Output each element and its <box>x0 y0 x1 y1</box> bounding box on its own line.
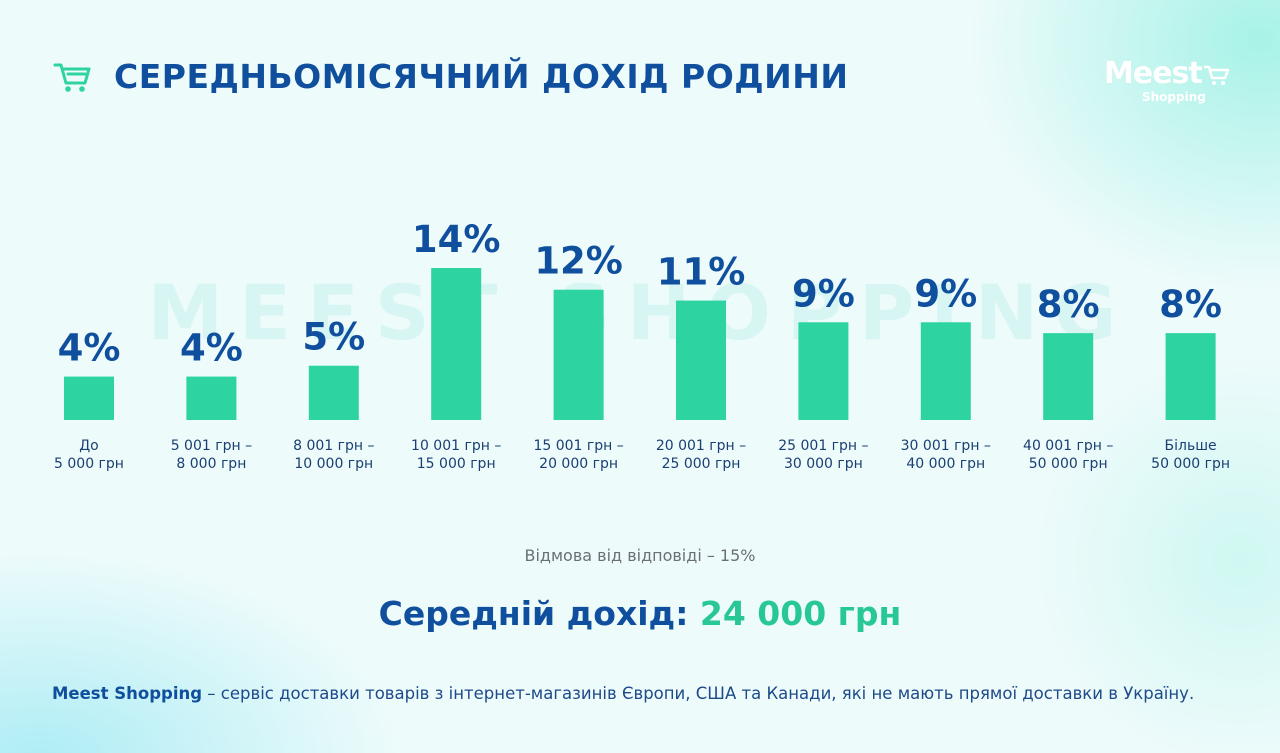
value-label-6: 9% <box>792 272 855 315</box>
value-label-9: 8% <box>1159 283 1222 326</box>
shopping-cart-icon <box>53 63 91 92</box>
bar-1 <box>186 376 237 420</box>
value-label-8: 8% <box>1037 283 1100 326</box>
value-label-2: 5% <box>302 316 365 359</box>
average-income-value: 24 000 грн <box>699 594 902 633</box>
footer-note: Meest Shopping – сервіс доставки товарів… <box>52 684 1252 703</box>
bar-9 <box>1165 333 1216 420</box>
footer-text: – сервіс доставки товарів з інтернет-маг… <box>202 684 1195 703</box>
category-label-1-line-1: 8 000 грн <box>176 456 246 472</box>
logo-sub-text: Shopping <box>1142 90 1206 104</box>
category-label-5-line-0: 20 001 грн – <box>656 438 746 454</box>
category-label-0-line-0: До <box>79 438 99 454</box>
bar-6 <box>798 322 849 420</box>
category-label-5-line-1: 25 000 грн <box>662 456 741 472</box>
category-label-8-line-0: 40 001 грн – <box>1023 438 1113 454</box>
page-title: СЕРЕДНЬОМІСЯЧНИЙ ДОХІД РОДИНИ <box>114 56 849 96</box>
category-label-6-line-1: 30 000 грн <box>784 456 863 472</box>
category-label-4-line-1: 20 000 грн <box>539 456 618 472</box>
category-label-3-line-0: 10 001 грн – <box>411 438 501 454</box>
category-label-7-line-0: 30 001 грн – <box>901 438 991 454</box>
footer-brand: Meest Shopping <box>52 684 203 703</box>
value-label-4: 12% <box>534 240 623 283</box>
income-bar-chart: 4% До 5 000 грн 4% 5 001 грн – 8 000 грн 5% 8 0… <box>54 218 1230 472</box>
bar-4 <box>553 289 604 420</box>
logo-main-text: Meest <box>1104 56 1203 91</box>
category-label-8-line-1: 50 000 грн <box>1029 456 1108 472</box>
value-label-5: 11% <box>657 251 746 294</box>
category-label-7-line-1: 40 000 грн <box>906 456 985 472</box>
bar-7 <box>920 322 971 420</box>
header: СЕРЕДНЬОМІСЯЧНИЙ ДОХІД РОДИНИ <box>52 56 849 96</box>
category-label-9-line-1: 50 000 грн <box>1151 456 1230 472</box>
category-label-2-line-0: 8 001 грн – <box>293 438 374 454</box>
value-label-7: 9% <box>914 272 977 315</box>
category-label-6-line-0: 25 001 грн – <box>778 438 868 454</box>
average-income-label: Середній дохід: <box>378 594 689 633</box>
category-label-9-line-0: Більше <box>1165 438 1217 454</box>
category-label-0-line-1: 5 000 грн <box>54 456 124 472</box>
category-label-4-line-0: 15 001 грн – <box>533 438 623 454</box>
bar-0 <box>64 376 114 420</box>
average-income: Середній дохід: 24 000 грн <box>0 594 1280 633</box>
category-label-3-line-1: 15 000 грн <box>417 456 496 472</box>
bar-3 <box>431 268 482 420</box>
value-label-0: 4% <box>58 327 121 370</box>
refusal-note: Відмова від відповіді – 15% <box>524 546 756 565</box>
meest-shopping-logo: Meest Shopping <box>1100 56 1240 110</box>
value-label-1: 4% <box>180 327 243 370</box>
bar-5 <box>676 300 726 420</box>
category-label-1-line-0: 5 001 грн – <box>171 438 252 454</box>
category-label-2-line-1: 10 000 грн <box>294 456 373 472</box>
bar-8 <box>1043 333 1094 420</box>
bar-2 <box>308 365 359 420</box>
value-label-3: 14% <box>412 218 501 261</box>
logo-cart-icon <box>1204 65 1230 85</box>
